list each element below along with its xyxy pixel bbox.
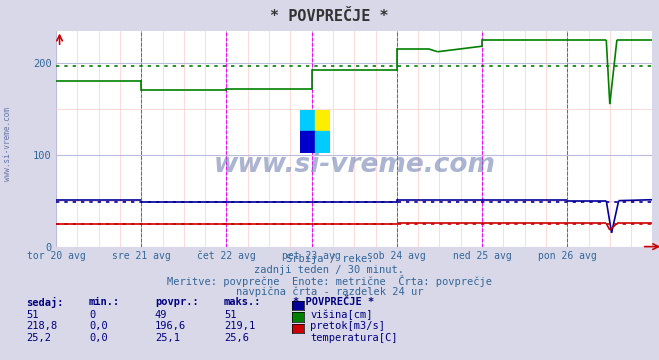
Bar: [300, 131, 315, 153]
Text: 25,6: 25,6: [224, 333, 249, 343]
Text: 0: 0: [89, 310, 95, 320]
Text: navpična črta - razdelek 24 ur: navpična črta - razdelek 24 ur: [236, 286, 423, 297]
Text: 0,0: 0,0: [89, 321, 107, 331]
Text: temperatura[C]: temperatura[C]: [310, 333, 398, 343]
Text: 196,6: 196,6: [155, 321, 186, 331]
Text: povpr.:: povpr.:: [155, 297, 198, 307]
Text: Srbija / reke.: Srbija / reke.: [286, 254, 373, 264]
Text: 0,0: 0,0: [89, 333, 107, 343]
Text: zadnji teden / 30 minut.: zadnji teden / 30 minut.: [254, 265, 405, 275]
Bar: [315, 110, 330, 131]
Text: pretok[m3/s]: pretok[m3/s]: [310, 321, 386, 331]
Text: višina[cm]: višina[cm]: [310, 310, 373, 320]
Text: 219,1: 219,1: [224, 321, 255, 331]
Text: sedaj:: sedaj:: [26, 297, 64, 308]
Text: www.si-vreme.com: www.si-vreme.com: [3, 107, 13, 181]
Text: 51: 51: [224, 310, 237, 320]
Text: 49: 49: [155, 310, 167, 320]
Text: 25,1: 25,1: [155, 333, 180, 343]
Text: 218,8: 218,8: [26, 321, 57, 331]
Text: * POVPREČJE *: * POVPREČJE *: [270, 9, 389, 24]
Text: * POVPREČJE *: * POVPREČJE *: [293, 297, 374, 307]
Text: www.si-vreme.com: www.si-vreme.com: [214, 152, 495, 177]
Text: Meritve: povprečne  Enote: metrične  Črta: povprečje: Meritve: povprečne Enote: metrične Črta:…: [167, 275, 492, 287]
Text: 25,2: 25,2: [26, 333, 51, 343]
Text: maks.:: maks.:: [224, 297, 262, 307]
Text: 51: 51: [26, 310, 39, 320]
Text: min.:: min.:: [89, 297, 120, 307]
Bar: [300, 110, 315, 131]
Bar: [315, 131, 330, 153]
